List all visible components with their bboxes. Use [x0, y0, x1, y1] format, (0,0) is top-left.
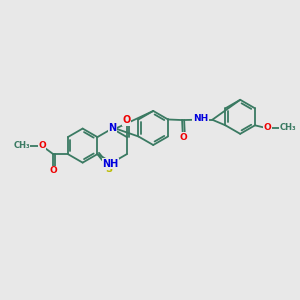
- Text: O: O: [49, 166, 57, 175]
- Text: NH: NH: [193, 114, 208, 123]
- Text: O: O: [38, 140, 46, 149]
- Text: CH₃: CH₃: [280, 124, 296, 133]
- Text: O: O: [123, 115, 131, 125]
- Text: S: S: [106, 164, 113, 174]
- Text: O: O: [263, 123, 271, 132]
- Text: NH: NH: [103, 158, 119, 169]
- Text: O: O: [179, 133, 187, 142]
- Text: N: N: [108, 123, 116, 133]
- Text: CH₃: CH₃: [13, 141, 30, 150]
